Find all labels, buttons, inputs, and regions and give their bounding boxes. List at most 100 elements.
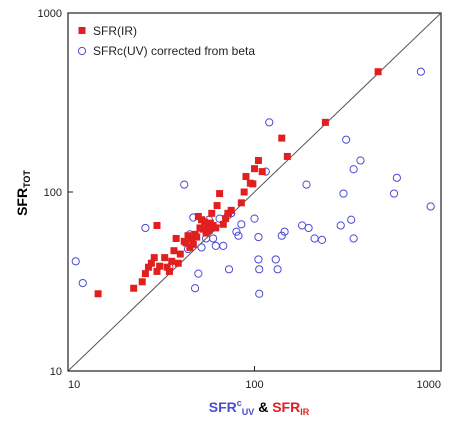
y-axis-label-sub: TOT <box>22 170 32 188</box>
x-tick-label: 100 <box>245 379 263 391</box>
uv-data-point <box>310 234 319 243</box>
ir-data-point <box>205 226 213 234</box>
ir-data-point <box>170 247 178 255</box>
uv-data-point <box>304 223 313 233</box>
ir-data-point <box>147 259 155 267</box>
x-axis-label-uv-sub: UV <box>242 407 255 417</box>
uv-data-point <box>349 165 358 174</box>
ir-data-point <box>227 206 235 214</box>
ir-data-point <box>278 134 286 142</box>
ir-data-point <box>182 239 190 247</box>
x-axis-label: SFRcUV & SFRIR <box>209 398 310 417</box>
ir-data-point <box>204 223 212 231</box>
ir-data-point <box>186 243 194 251</box>
uv-data-point <box>71 257 80 266</box>
uv-data-point <box>416 67 425 76</box>
ir-data-point <box>165 267 173 275</box>
x-tick-label: 1000 <box>417 379 441 391</box>
data-points <box>71 67 435 298</box>
ir-data-point <box>141 270 149 278</box>
x-axis-label-amp: & <box>254 399 272 415</box>
ir-data-point <box>163 263 171 271</box>
ir-data-point <box>213 202 221 210</box>
y-tick-label: 100 <box>44 187 62 199</box>
ir-data-point <box>188 234 196 242</box>
uv-data-point <box>224 265 234 274</box>
uv-data-point <box>392 173 401 182</box>
legend-ir-label: SFR(IR) <box>93 24 137 38</box>
uv-data-point <box>197 243 206 252</box>
ir-data-point <box>216 190 224 198</box>
y-axis-label-main: SFR <box>14 188 30 216</box>
uv-data-point <box>180 180 189 189</box>
ir-data-point <box>174 259 182 267</box>
ir-data-point <box>153 267 161 275</box>
uv-data-point <box>232 227 241 236</box>
ir-data-point <box>156 262 164 270</box>
ir-data-point <box>150 254 158 262</box>
ir-data-point <box>219 220 227 228</box>
ir-data-point <box>176 250 184 258</box>
ir-data-point <box>199 225 207 233</box>
uv-data-point <box>426 202 435 211</box>
x-tick-label: 10 <box>68 379 80 391</box>
uv-data-point <box>271 255 280 264</box>
uv-data-point <box>317 235 327 245</box>
uv-data-point <box>237 220 246 229</box>
ir-data-point <box>172 234 180 242</box>
ir-data-point <box>189 240 197 248</box>
x-axis-ticks: 10 100 1000 <box>67 366 442 391</box>
ir-data-point <box>168 257 176 265</box>
legend-ir-swatch <box>78 27 86 34</box>
uv-data-point <box>356 156 365 165</box>
y-tick-label: 1000 <box>38 8 62 20</box>
ir-data-point <box>144 263 152 271</box>
x-axis-label-uv: SFR <box>209 399 237 415</box>
legend-uv-swatch <box>77 46 87 56</box>
uv-data-point <box>194 269 203 278</box>
uv-data-point <box>339 189 348 198</box>
uv-data-point <box>347 215 356 224</box>
y-axis-ticks: 10 100 1000 <box>38 8 73 378</box>
ir-data-point <box>374 68 382 76</box>
uv-data-point <box>336 221 345 230</box>
legend: SFR(IR) SFRc(UV) corrected from beta <box>77 24 255 58</box>
ir-data-point <box>283 152 291 160</box>
x-axis-label-ir: SFR <box>272 399 300 415</box>
uv-data-point <box>254 255 263 264</box>
ir-data-point <box>258 168 266 176</box>
ir-data-point <box>208 209 216 217</box>
uv-data-point <box>211 241 220 250</box>
uv-data-point <box>254 232 263 242</box>
ir-data-point <box>222 215 230 223</box>
uv-data-point <box>209 234 218 243</box>
legend-uv-label: SFRc(UV) corrected from beta <box>93 44 255 58</box>
uv-data-point <box>190 284 200 293</box>
uv-data-point <box>250 214 259 223</box>
ir-data-point <box>153 221 161 229</box>
uv-data-point <box>219 241 228 250</box>
uv-data-point <box>349 234 358 243</box>
ir-data-point <box>138 278 146 286</box>
uv-data-point <box>234 231 243 240</box>
ir-data-point <box>321 118 329 126</box>
ir-data-point <box>161 254 169 262</box>
uv-data-point <box>141 223 150 233</box>
one-to-one-line <box>67 12 442 372</box>
ir-data-point <box>242 173 250 181</box>
x-axis-label-uv-sup: c <box>237 398 242 408</box>
uv-data-point <box>280 227 289 236</box>
ir-data-point <box>237 199 245 207</box>
uv-data-point <box>265 118 274 127</box>
ir-data-point <box>212 224 220 232</box>
uv-data-point <box>255 289 264 298</box>
y-tick-label: 10 <box>50 366 62 378</box>
uv-data-point <box>273 265 282 274</box>
uv-data-point <box>302 180 311 189</box>
ir-data-point <box>254 156 262 164</box>
ir-data-point <box>201 218 209 226</box>
uv-data-point <box>78 278 87 288</box>
ir-data-point <box>193 233 201 241</box>
ir-data-point <box>130 284 138 292</box>
